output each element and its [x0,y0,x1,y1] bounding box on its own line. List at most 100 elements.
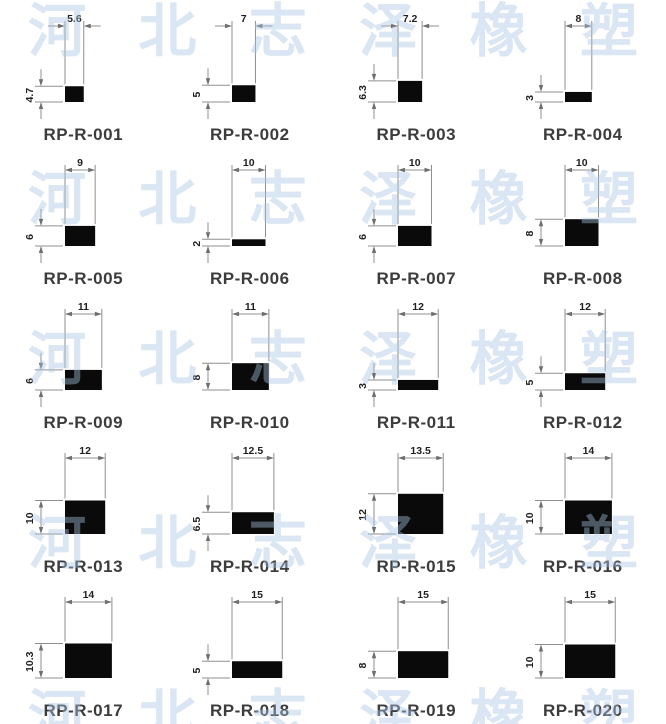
profile-shape [398,80,423,102]
svg-text:9: 9 [77,157,83,169]
profile-shape [564,500,612,534]
height-dimension: 6 [357,208,397,263]
profile-cell: 15 10 RP-R-020 [500,580,666,724]
profile-label: RP-R-001 [43,125,124,144]
profile-cell: 12 5 RP-R-012 [500,292,666,436]
profile-cell: 12 10 RP-R-013 [0,436,167,580]
svg-text:8: 8 [575,13,581,25]
profile-cell: 10 6 RP-R-007 [333,148,500,292]
svg-text:5: 5 [524,380,536,386]
height-dimension: 4.7 [24,69,64,119]
svg-text:6: 6 [24,378,36,384]
svg-text:10: 10 [243,157,255,169]
profile-cell: 14 10.3 RP-R-017 [0,580,167,724]
svg-text:10.3: 10.3 [24,651,36,672]
profile-shape [398,493,444,534]
height-dimension: 12 [357,493,397,535]
profile-shape [65,500,106,534]
profile-label: RP-R-019 [376,701,457,720]
svg-text:8: 8 [191,375,203,381]
svg-text:12: 12 [80,445,92,457]
profile-diagram: 7.2 6.3 [336,10,496,124]
profile-label: RP-R-007 [376,269,457,288]
width-dimension: 11 [231,301,270,362]
height-dimension: 5 [524,356,563,407]
width-dimension: 12 [64,445,106,499]
profile-shape [398,651,449,678]
profile-diagram: 15 8 [336,586,496,700]
profile-diagram: 12 10 [3,442,163,556]
height-dimension: 8 [191,362,230,391]
svg-text:10: 10 [524,656,536,668]
svg-text:10: 10 [576,157,588,169]
profile-label: RP-R-013 [43,557,124,576]
profile-shape [564,91,592,102]
width-dimension: 14 [564,445,613,499]
profile-diagram: 15 5 [170,586,330,700]
profile-shape [231,239,266,246]
profile-label: RP-R-018 [209,701,290,720]
profile-drawing: 11 6 [24,301,103,407]
height-dimension: 3 [357,362,397,407]
profile-drawing: 12.5 6.5 [191,445,275,551]
height-dimension: 8 [524,218,563,247]
svg-text:6: 6 [24,234,36,240]
height-dimension: 6.5 [191,495,230,551]
profile-cell: 11 8 RP-R-010 [167,292,334,436]
width-dimension: 10 [397,157,433,224]
profile-drawing: 12 3 [357,301,439,407]
profile-drawing: 15 5 [191,589,283,695]
profile-label: RP-R-002 [209,125,290,144]
profile-cell: 12.5 6.5 RP-R-014 [167,436,334,580]
profile-drawing: 96 [24,157,96,263]
profile-label: RP-R-011 [376,413,456,432]
profile-label: RP-R-015 [376,557,457,576]
height-dimension: 5 [191,644,230,695]
profile-drawing: 12 10 [24,445,106,535]
profile-label: RP-R-014 [209,557,290,576]
profile-shape [65,225,96,246]
profile-shape [231,661,282,678]
profile-shape [65,369,103,390]
height-dimension: 10 [24,500,64,535]
profile-cell: 5.6 4.7 RP-R-001 [0,4,167,148]
profile-drawing: 14 10.3 [24,589,113,679]
profile-diagram: 14 10 [503,442,663,556]
width-dimension: 9 [64,157,96,224]
svg-text:15: 15 [251,589,263,601]
width-dimension: 5.6 [48,13,102,85]
profile-label: RP-R-012 [542,413,623,432]
profile-drawing: 12 5 [524,301,606,407]
svg-text:10: 10 [24,512,36,524]
width-dimension: 10 [564,157,599,218]
svg-text:3: 3 [357,383,369,389]
profile-drawing: 11 8 [191,301,270,391]
height-dimension: 6 [24,352,64,407]
width-dimension: 12.5 [231,445,275,511]
svg-text:14: 14 [83,589,95,601]
profile-diagram: 12 3 [336,298,496,412]
profile-label: RP-R-009 [43,413,124,432]
svg-text:10: 10 [409,157,421,169]
profile-drawing: 10 6 [357,157,433,263]
svg-text:5: 5 [191,668,203,674]
profile-drawing: 10 8 [524,157,599,247]
width-dimension: 14 [64,589,113,642]
profile-label: RP-R-008 [542,269,623,288]
profile-diagram: 12 5 [503,298,663,412]
profile-diagram: 11 6 [3,298,163,412]
svg-text:4.7: 4.7 [24,88,36,103]
profile-drawing: 83 [524,13,593,119]
svg-text:12: 12 [413,301,425,313]
profile-cell: 13.5 12 RP-R-015 [333,436,500,580]
profile-diagram: 10 6 [336,154,496,268]
profile-diagram: 10 2 [170,154,330,268]
profile-shape [65,643,113,678]
svg-text:10: 10 [524,512,536,524]
